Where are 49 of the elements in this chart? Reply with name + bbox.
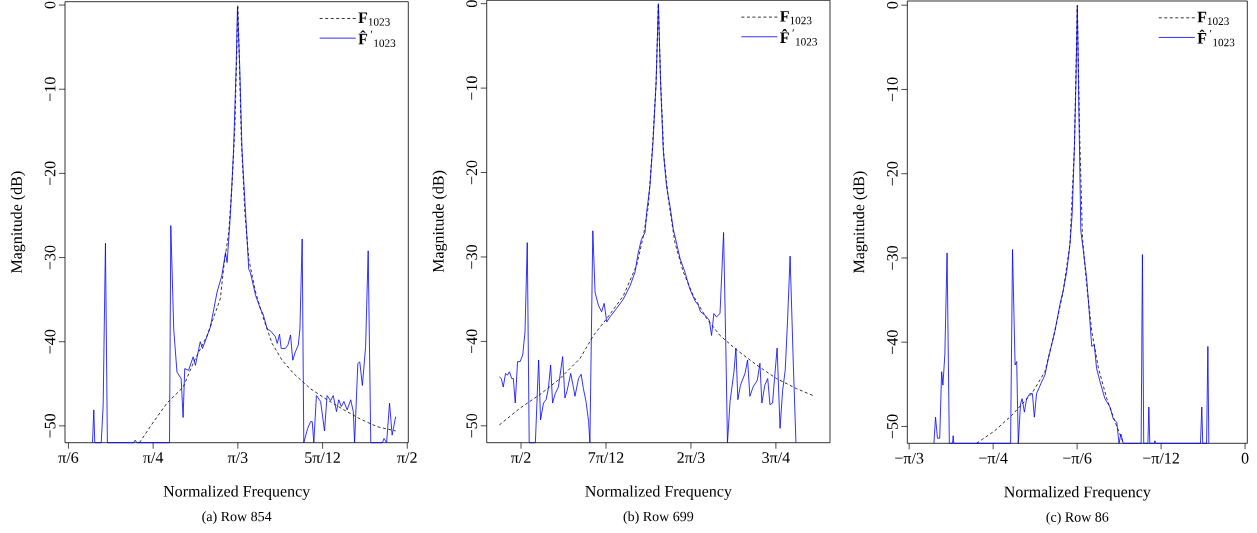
x-tick-label: π/3: [227, 452, 248, 463]
x-tick-label: 7π/12: [588, 452, 624, 463]
y-tick-label: −20: [466, 160, 478, 185]
y-tick-label: −30: [466, 245, 478, 269]
text: (b) Row 699: [623, 511, 694, 525]
legend-label: F$_{1023}$: [1197, 11, 1229, 26]
x-tick-label: 0: [1241, 452, 1249, 464]
legend-label: F̂$^{′}$1023: [780, 29, 817, 46]
legend-label: F̂$^{′}$1023: [358, 30, 396, 47]
x-tick-label: −π/4: [979, 452, 1008, 464]
x-tick-label: −π/3: [895, 452, 924, 464]
y-tick-label: −10: [44, 77, 56, 101]
y-tick-label: 0: [466, 0, 478, 8]
y-axis-title: Magnitude (dB): [432, 170, 447, 273]
legend-label: F$_{1023}$: [780, 11, 812, 25]
text: (a) Row 854: [202, 511, 272, 525]
y-tick-label: −30: [44, 245, 56, 270]
x-tick-label: −π/6: [1063, 452, 1092, 464]
y-tick-label: −10: [886, 77, 898, 102]
y-tick-label: −50: [44, 413, 56, 438]
y-tick-label: 0: [44, 1, 56, 9]
y-tick-label: −20: [44, 161, 56, 186]
x-tick-label: −π/12: [1143, 452, 1179, 464]
legend-label: F$_{1023}$: [358, 12, 390, 26]
line-series: [139, 4, 397, 444]
x-tick-label: π/4: [143, 452, 164, 463]
x-axis-title: Normalized Frequency: [585, 485, 732, 500]
y-tick-label: −40: [466, 329, 478, 354]
legend-label: F̂$^{′}$1023: [1197, 29, 1235, 47]
x-tick-label: 2π/3: [677, 452, 705, 463]
y-tick-label: 0: [886, 1, 898, 9]
y-tick-label: −20: [886, 161, 898, 186]
y-tick-label: −30: [886, 246, 898, 270]
x-tick-label: π/2: [397, 452, 417, 463]
line-series: [92, 6, 397, 444]
x-tick-label: π/6: [58, 452, 79, 463]
y-axis-title: Magnitude (dB): [853, 171, 868, 274]
text: (c) Row 86: [1046, 511, 1109, 525]
x-tick-label: 5π/12: [305, 452, 340, 463]
y-tick-label: −40: [886, 330, 898, 354]
x-tick-label: π/2: [511, 452, 531, 463]
x-tick-label: 3π/4: [762, 452, 790, 463]
y-tick-label: −50: [886, 414, 898, 439]
y-tick-label: −40: [44, 329, 56, 354]
y-tick-label: −10: [466, 76, 478, 100]
y-axis-title: Magnitude (dB): [10, 171, 26, 274]
x-axis-title: Normalized Frequency: [163, 485, 311, 500]
x-axis-title: Normalized Frequency: [1004, 486, 1151, 501]
y-tick-label: −50: [466, 413, 478, 438]
